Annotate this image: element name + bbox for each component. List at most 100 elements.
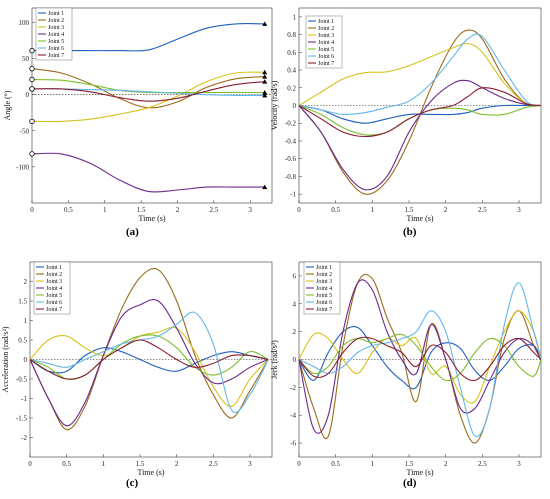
y-tick-label: -4 bbox=[290, 412, 296, 420]
series-line-joint-3 bbox=[31, 71, 265, 123]
y-tick-label: 0.4 bbox=[287, 67, 296, 75]
y-tick-label: -1.5 bbox=[16, 415, 28, 423]
legend-entry: Joint 5 bbox=[48, 39, 64, 45]
series-line-joint-5 bbox=[31, 78, 265, 94]
x-axis-label: Time (s) bbox=[406, 214, 433, 223]
series-line-joint-4 bbox=[298, 279, 542, 434]
legend-entry: Joint 5 bbox=[316, 293, 332, 299]
x-tick-label: 1.5 bbox=[136, 460, 145, 468]
legend-entry: Joint 7 bbox=[48, 53, 64, 59]
start-point-marker bbox=[29, 47, 35, 54]
legend-entry: Joint 1 bbox=[316, 265, 332, 271]
x-tick-label: 1.5 bbox=[405, 460, 414, 468]
legend-entry: Joint 6 bbox=[318, 54, 334, 60]
legend-entry: Joint 2 bbox=[48, 18, 64, 24]
legend-entry: Joint 7 bbox=[318, 61, 334, 67]
series-line-joint-6 bbox=[298, 33, 542, 116]
end-point-marker bbox=[262, 79, 268, 84]
y-tick-label: 6 bbox=[293, 272, 297, 280]
y-tick-label: 100 bbox=[19, 19, 30, 27]
x-tick-label: 3 bbox=[517, 206, 521, 214]
x-axis-label: Time (s) bbox=[137, 468, 164, 477]
series-line-joint-7 bbox=[29, 339, 269, 380]
start-point-marker bbox=[29, 151, 35, 157]
legend-entry: Joint 6 bbox=[46, 300, 62, 306]
y-axis-label: Angle (°) bbox=[3, 90, 12, 120]
legend-entry: Joint 2 bbox=[46, 272, 62, 278]
series-line-joint-2 bbox=[29, 267, 269, 431]
y-tick-label: 0.6 bbox=[287, 49, 296, 57]
legend-entry: Joint 1 bbox=[318, 19, 334, 25]
y-axis-label: Jerk (rad/s³) bbox=[270, 340, 279, 379]
series-line-joint-4 bbox=[31, 152, 265, 193]
x-tick-label: 1 bbox=[371, 206, 375, 214]
x-tick-label: 0.5 bbox=[331, 460, 340, 468]
legend-entry: Joint 1 bbox=[48, 11, 64, 17]
legend-entry: Joint 7 bbox=[46, 307, 62, 313]
x-tick-label: 2.5 bbox=[478, 460, 487, 468]
chart-2: 0 0.5 1 1.5 2 2.5 3 1 0.8 0.6 0.4 0.2 0 -0.2 -0.4 -0.6 -… bbox=[270, 7, 542, 223]
series-line-joint-1 bbox=[298, 326, 542, 390]
x-tick-label: 1 bbox=[371, 460, 375, 468]
end-point-marker bbox=[262, 74, 268, 79]
y-tick-label: -0.6 bbox=[285, 155, 297, 163]
legend-entry: Joint 5 bbox=[46, 293, 62, 299]
y-tick-label: -1 bbox=[290, 191, 296, 199]
legend-entry: Joint 3 bbox=[318, 33, 334, 39]
series-line-joint-7 bbox=[298, 87, 542, 138]
y-axis-label: Velocity (rad/s) bbox=[270, 80, 279, 130]
y-tick-label: -0.8 bbox=[285, 173, 297, 181]
legend-entry: Joint 6 bbox=[48, 46, 64, 52]
y-tick-label: -0.4 bbox=[285, 137, 297, 145]
y-tick-label: 0.8 bbox=[287, 31, 296, 39]
y-tick-label: 1 bbox=[24, 317, 28, 325]
legend-entry: Joint 5 bbox=[318, 47, 334, 53]
x-tick-label: 0.5 bbox=[62, 460, 71, 468]
legend-entry: Joint 2 bbox=[316, 272, 332, 278]
end-point-marker bbox=[262, 69, 268, 75]
panel-label-c: (c) bbox=[126, 477, 139, 489]
start-point-marker bbox=[29, 86, 35, 92]
series-line-joint-1 bbox=[29, 347, 269, 374]
series-line-joint-6 bbox=[298, 282, 542, 438]
y-tick-label: -6 bbox=[290, 440, 296, 448]
legend-entry: Joint 2 bbox=[318, 26, 334, 32]
y-tick-label: 1 bbox=[293, 13, 297, 21]
x-tick-label: 3 bbox=[248, 206, 252, 214]
end-point-marker bbox=[262, 90, 268, 95]
y-tick-label: 0.5 bbox=[18, 337, 27, 345]
x-axis-label: Time (s) bbox=[138, 214, 165, 223]
y-tick-label: -0.5 bbox=[16, 376, 28, 384]
x-tick-label: 1 bbox=[102, 460, 106, 468]
x-tick-label: 3 bbox=[248, 460, 252, 468]
x-tick-label: 3 bbox=[517, 460, 521, 468]
y-tick-label: 2 bbox=[293, 328, 297, 336]
y-tick-label: 50 bbox=[22, 55, 30, 63]
end-point-marker bbox=[262, 21, 268, 26]
series-line-joint-1 bbox=[298, 104, 541, 124]
legend-entry: Joint 4 bbox=[316, 286, 332, 292]
legend-entry: Joint 7 bbox=[316, 307, 332, 313]
y-tick-label: 0 bbox=[26, 91, 30, 99]
panel-label-d: (d) bbox=[403, 477, 417, 489]
legend-entry: Joint 4 bbox=[48, 32, 64, 38]
legend-entry: Joint 1 bbox=[46, 265, 62, 271]
x-tick-label: 2.5 bbox=[209, 206, 218, 214]
legend-entry: Joint 3 bbox=[48, 25, 64, 31]
y-tick-label: -0.2 bbox=[285, 120, 297, 128]
x-tick-label: 0.5 bbox=[331, 206, 340, 214]
legend-entry: Joint 3 bbox=[46, 279, 62, 285]
panel-label-b: (b) bbox=[403, 226, 417, 238]
y-tick-label: -1 bbox=[21, 395, 27, 403]
series-line-joint-4 bbox=[298, 79, 542, 191]
end-point-marker bbox=[262, 184, 268, 190]
series-line-joint-4 bbox=[29, 299, 269, 427]
x-tick-label: 0 bbox=[297, 206, 301, 214]
chart-3: 0 0.5 1 1.5 2 2.5 3 2 1.5 1 0.5 0 -0.5 -1 -1.5 -2 Time (… bbox=[1, 261, 273, 477]
y-tick-label: 0 bbox=[293, 102, 297, 110]
